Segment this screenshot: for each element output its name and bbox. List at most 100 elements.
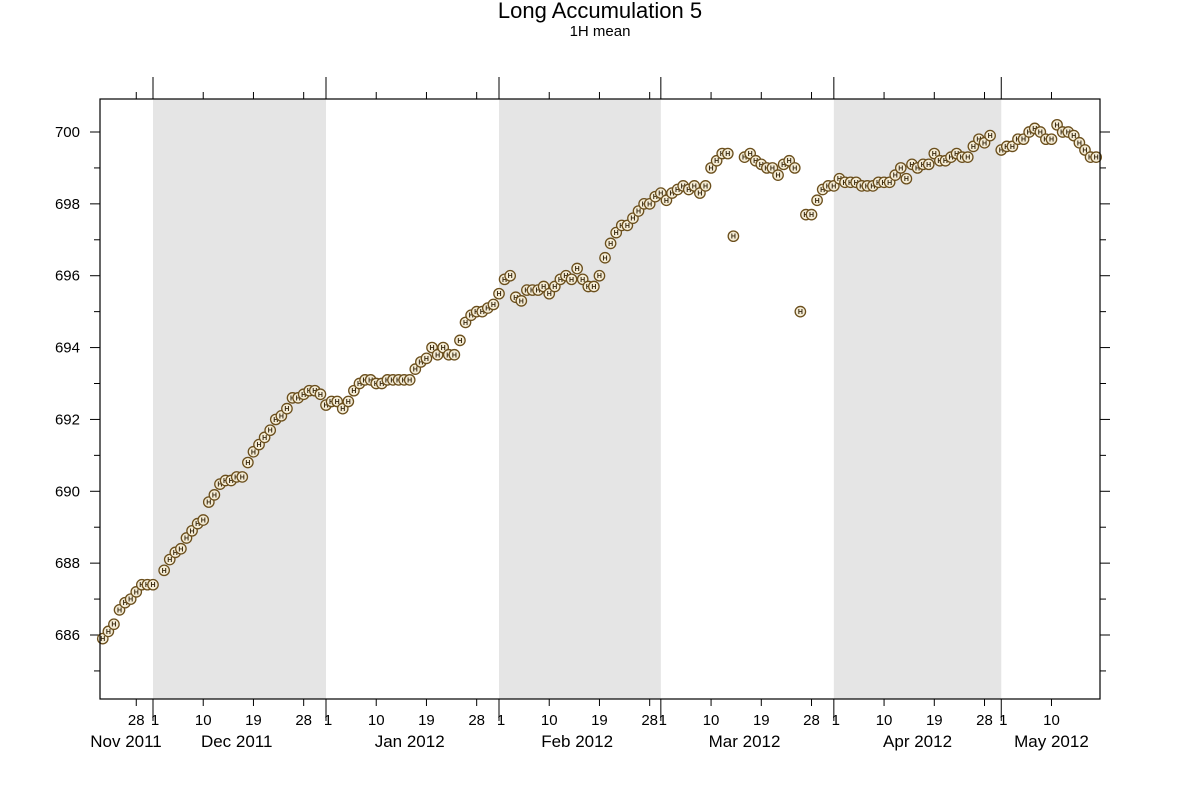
data-point: H — [900, 172, 913, 185]
x-tick-label: 1 — [659, 712, 667, 729]
data-point-marker — [264, 424, 277, 437]
data-point: H — [1090, 151, 1102, 163]
data-point-marker — [894, 162, 907, 174]
data-point-symbol: H — [106, 629, 111, 636]
data-point-symbol: H — [664, 198, 669, 205]
data-point-symbol: H — [178, 546, 183, 553]
data-point-symbol: H — [134, 589, 139, 596]
data-point-symbol: H — [368, 377, 373, 384]
data-point-marker — [197, 514, 210, 526]
chart-title: Long Accumulation 5 — [498, 0, 702, 23]
data-point-symbol: H — [273, 417, 278, 424]
data-point-symbol: H — [173, 550, 178, 557]
data-point-symbol: H — [681, 183, 686, 190]
data-point-symbol: H — [943, 158, 948, 165]
data-point-symbol: H — [898, 165, 903, 172]
data-point-symbol: H — [686, 187, 691, 194]
data-point-marker — [493, 287, 505, 300]
data-point: H — [314, 388, 327, 401]
data-point: H — [487, 298, 500, 311]
data-point-symbol: H — [697, 191, 702, 198]
data-point-symbol: H — [240, 474, 245, 481]
data-point-symbol: H — [580, 277, 585, 284]
data-point-symbol: H — [301, 392, 306, 399]
data-point-symbol: H — [988, 133, 993, 140]
x-tick-label: 19 — [591, 712, 608, 729]
data-point-symbol: H — [279, 413, 284, 420]
data-point-symbol: H — [111, 622, 116, 629]
x-month-label: May 2012 — [1014, 732, 1089, 751]
data-point-marker — [571, 262, 583, 275]
data-point-symbol: H — [536, 288, 541, 295]
plot-frame — [99, 98, 1101, 700]
data-point-symbol: H — [809, 212, 814, 219]
data-point: H — [108, 618, 120, 631]
data-point-symbol: H — [284, 406, 289, 413]
data-point-marker — [721, 147, 734, 160]
y-tick-label: 692 — [55, 411, 80, 428]
data-point-marker — [504, 269, 517, 282]
data-point-symbol: H — [815, 198, 820, 205]
data-point: H — [788, 162, 801, 174]
data-point-marker — [772, 169, 784, 181]
data-point-symbol: H — [653, 194, 658, 201]
data-point: H — [236, 471, 249, 483]
data-point-symbol: H — [915, 165, 920, 172]
x-tick-label: 28 — [468, 712, 485, 729]
data-point: H — [571, 262, 583, 275]
x-month-label: Dec 2011 — [201, 732, 273, 751]
data-point-symbol: H — [904, 176, 909, 183]
data-point-symbol: H — [424, 356, 429, 363]
data-point-symbol: H — [117, 607, 122, 614]
data-point-symbol: H — [776, 173, 781, 180]
data-point-symbol: H — [614, 230, 619, 237]
data-point-marker — [342, 395, 355, 408]
data-point-symbol: H — [820, 187, 825, 194]
shaded-month-band — [833, 99, 1002, 699]
data-point-symbol: H — [296, 395, 301, 402]
data-point-marker — [108, 618, 120, 631]
data-point-symbol: H — [167, 557, 172, 564]
x-tick-label: 10 — [1043, 712, 1060, 729]
data-point-symbol: H — [323, 403, 328, 410]
data-point-marker — [699, 180, 712, 192]
data-point: H — [403, 374, 416, 386]
data-point-symbol: H — [245, 460, 250, 467]
x-tick-label: 1 — [497, 712, 505, 729]
data-point-marker — [403, 374, 416, 386]
data-point-symbol: H — [1049, 137, 1054, 144]
data-point: H — [805, 208, 818, 221]
data-point-symbol: H — [418, 359, 423, 366]
data-point: H — [448, 348, 461, 361]
data-point: H — [264, 424, 277, 437]
data-point-symbol: H — [491, 302, 496, 309]
data-point: H — [242, 456, 254, 469]
data-point: H — [593, 269, 606, 282]
data-point-symbol: H — [1077, 140, 1082, 147]
data-point-symbol: H — [982, 140, 987, 147]
x-month-label: Feb 2012 — [541, 732, 613, 751]
data-point-symbol: H — [770, 165, 775, 172]
data-point-symbol: H — [999, 147, 1004, 154]
data-point-symbol: H — [893, 173, 898, 180]
data-point-symbol: H — [1032, 126, 1037, 133]
data-points: HHHHHHHHHHHHHHHHHHHHHHHHHHHHHHHHHHHHHHHH… — [96, 118, 1102, 645]
x-tick-label: 1 — [999, 712, 1007, 729]
data-point-symbol: H — [508, 273, 513, 280]
data-point-symbol: H — [608, 241, 613, 248]
data-point-symbol: H — [1082, 147, 1087, 154]
data-point-symbol: H — [703, 183, 708, 190]
data-point-symbol: H — [932, 151, 937, 158]
data-point: H — [599, 251, 611, 264]
data-point: H — [721, 147, 734, 160]
data-point-marker — [599, 251, 611, 264]
data-point-symbol: H — [441, 345, 446, 352]
data-point-symbol: H — [552, 284, 557, 291]
data-point-symbol: H — [463, 320, 468, 327]
x-tick-label: 10 — [703, 712, 720, 729]
data-point-symbol: H — [669, 191, 674, 198]
data-point-marker — [961, 151, 974, 163]
data-point-symbol: H — [407, 377, 412, 384]
data-point-symbol: H — [257, 442, 262, 449]
